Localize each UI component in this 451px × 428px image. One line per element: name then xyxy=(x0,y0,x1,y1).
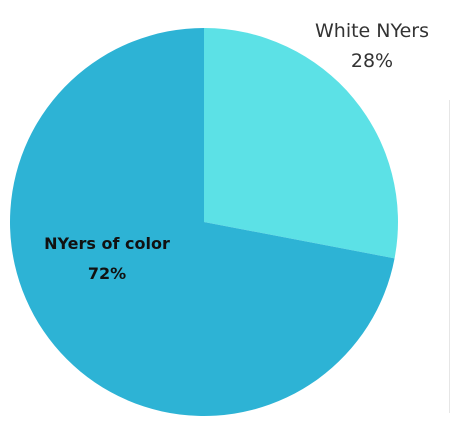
pie-slice-nyers-of-color xyxy=(9,27,395,416)
slice-label-white-nyers: White NYers xyxy=(315,20,429,42)
slice-value-nyers-of-color: 72% xyxy=(88,264,126,283)
slice-value-white-nyers: 28% xyxy=(351,50,393,72)
slice-label-nyers-of-color: NYers of color xyxy=(44,234,170,253)
pie-labels: White NYers 28% NYers of color 72% xyxy=(44,20,429,283)
panel-edge-divider xyxy=(449,100,450,413)
pie-slices xyxy=(9,27,398,416)
pie-slice-white-nyers xyxy=(204,28,398,259)
